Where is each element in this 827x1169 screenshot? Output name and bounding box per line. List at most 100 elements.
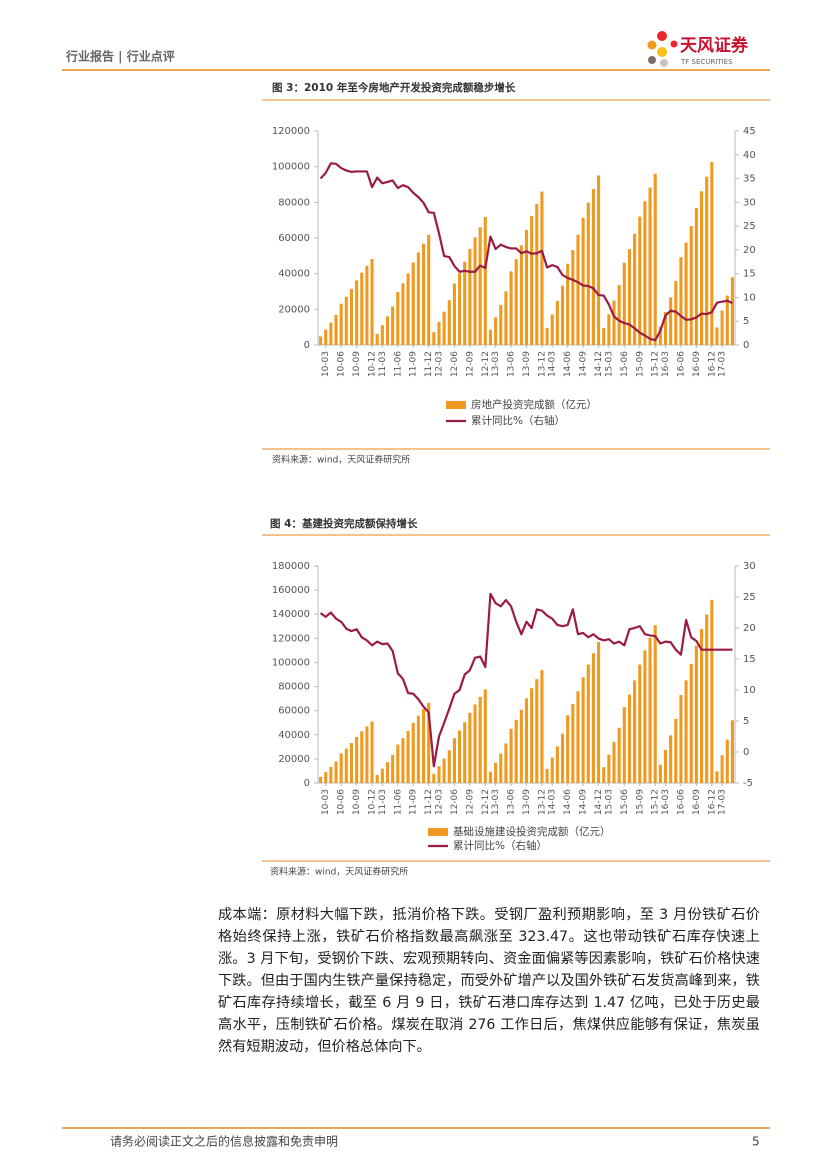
footer-disclaimer: 请务必阅读正文之后的信息披露和免责申明 xyxy=(110,1134,338,1149)
bar xyxy=(324,329,328,345)
bar xyxy=(555,746,559,783)
y-tick-label: 0 xyxy=(304,778,310,789)
bar xyxy=(411,262,415,345)
bar xyxy=(396,744,400,783)
bar xyxy=(710,162,714,345)
bar xyxy=(638,664,642,783)
bar xyxy=(396,292,400,345)
bar xyxy=(560,285,565,345)
bar xyxy=(597,641,601,783)
x-tick-label: 12-06 xyxy=(450,789,460,815)
bar xyxy=(468,712,472,783)
bar xyxy=(566,715,570,783)
x-tick-label: 16-06 xyxy=(676,789,686,815)
y-tick-label: 20000 xyxy=(278,754,310,765)
figure-caption: 图 4：基建投资完成额保持增长 xyxy=(270,517,418,530)
y2-tick-label: 30 xyxy=(743,197,756,208)
x-tick-label: 15-09 xyxy=(635,789,645,815)
y2-tick-label: 10 xyxy=(743,685,756,696)
x-tick-label: 16-12 xyxy=(707,789,717,815)
bar xyxy=(437,321,441,345)
y-tick-label: 120000 xyxy=(272,633,310,644)
x-tick-label: 11-12 xyxy=(424,789,434,815)
bar xyxy=(473,704,477,783)
y-tick-label: 40000 xyxy=(278,730,310,741)
x-tick-label: 12-03 xyxy=(434,351,444,377)
bar xyxy=(571,704,575,783)
x-tick-label: 16-12 xyxy=(707,351,717,377)
bar xyxy=(324,771,328,783)
bar xyxy=(401,283,405,345)
bar xyxy=(509,728,513,783)
bar xyxy=(694,645,698,783)
bar xyxy=(411,722,415,783)
x-tick-label: 13-12 xyxy=(537,789,547,815)
bar xyxy=(555,300,559,345)
bar xyxy=(463,722,467,783)
bar xyxy=(627,694,632,783)
bar xyxy=(560,733,565,783)
y-tick-label: 60000 xyxy=(278,233,310,244)
bar xyxy=(406,730,410,783)
bar xyxy=(519,245,523,345)
bar xyxy=(370,721,374,783)
legend-label: 累计同比%（右轴） xyxy=(453,839,547,852)
x-tick-label: 13-06 xyxy=(507,789,517,815)
y-tick-label: 140000 xyxy=(272,609,310,620)
bar xyxy=(463,261,467,345)
bar xyxy=(427,234,431,345)
y-tick-label: 80000 xyxy=(278,682,310,693)
figure-caption: 图 3：2010 年至今房地产开发投资完成额稳步增长 xyxy=(272,81,516,94)
bar xyxy=(391,306,395,345)
x-tick-label: 10-03 xyxy=(321,789,331,815)
x-tick-label: 13-12 xyxy=(537,351,547,377)
x-tick-label: 15-06 xyxy=(620,351,630,377)
bar xyxy=(427,702,431,783)
bar xyxy=(622,262,626,345)
bar xyxy=(421,243,426,345)
x-tick-label: 17-03 xyxy=(718,789,728,815)
x-tick-label: 11-09 xyxy=(409,351,419,377)
bar xyxy=(360,731,364,783)
y2-tick-label: 15 xyxy=(743,269,756,280)
bar xyxy=(576,234,580,345)
bar xyxy=(679,257,683,345)
bar xyxy=(504,291,508,345)
y2-tick-label: 30 xyxy=(743,561,756,572)
x-tick-label: 15-03 xyxy=(604,351,614,377)
bar xyxy=(597,175,601,345)
x-tick-label: 16-09 xyxy=(692,789,702,815)
bar xyxy=(344,296,348,345)
x-tick-label: 17-03 xyxy=(718,351,728,377)
x-tick-label: 15-12 xyxy=(651,351,661,377)
bar xyxy=(586,664,590,783)
bar xyxy=(679,695,683,783)
bar xyxy=(504,743,508,783)
legend-swatch xyxy=(428,828,448,836)
x-tick-label: 14-12 xyxy=(594,351,604,377)
y2-tick-label: 25 xyxy=(743,221,756,232)
figure-source: 资料来源：wind，天风证券研究所 xyxy=(272,454,410,466)
y-tick-label: 80000 xyxy=(278,197,310,208)
y2-tick-label: 5 xyxy=(743,716,749,727)
bar xyxy=(519,709,523,783)
bar xyxy=(674,718,678,783)
x-tick-label: 13-03 xyxy=(491,351,501,377)
x-tick-label: 11-06 xyxy=(393,789,403,815)
bar xyxy=(355,280,359,345)
x-tick-label: 15-03 xyxy=(604,789,614,815)
y-tick-label: 40000 xyxy=(278,269,310,280)
bar xyxy=(514,719,518,783)
bar xyxy=(730,277,734,345)
bar xyxy=(334,314,338,345)
bar xyxy=(452,283,456,345)
bar xyxy=(715,771,719,783)
bar xyxy=(458,273,462,345)
x-tick-label: 14-06 xyxy=(563,789,573,815)
bar xyxy=(550,757,554,783)
y2-tick-label: 35 xyxy=(743,174,756,185)
x-tick-label: 16-03 xyxy=(661,789,671,815)
bar xyxy=(499,305,503,345)
bar xyxy=(715,327,719,345)
